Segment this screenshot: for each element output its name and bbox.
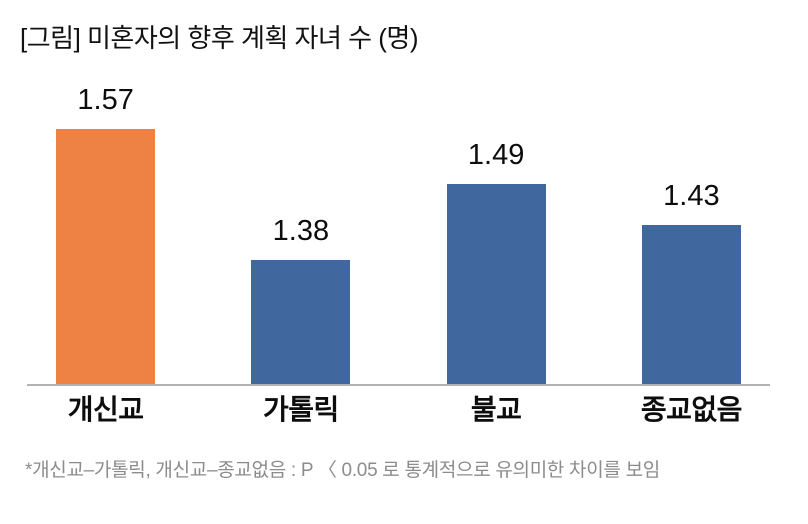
- bar: [446, 184, 546, 384]
- footnote: *개신교–가톨릭, 개신교–종교없음 : P 〈 0.05 로 통계적으로 유의…: [25, 460, 660, 481]
- category-label: 종교없음: [640, 394, 743, 425]
- category-label: 불교: [470, 394, 522, 425]
- bar: [56, 129, 156, 384]
- category-labels: 개신교 가톨릭 불교 종교없음: [8, 394, 789, 426]
- category-label: 가톨릭: [262, 394, 339, 425]
- bar: [641, 225, 741, 384]
- bar-column-2: 1.38: [203, 83, 398, 384]
- bar-column-3: 1.49: [399, 83, 594, 384]
- bar-value-label: 1.57: [77, 84, 134, 116]
- bar-column-1: 1.57: [8, 83, 203, 384]
- category-label: 개신교: [67, 394, 144, 425]
- bar-value-label: 1.43: [663, 180, 720, 212]
- bar-value-label: 1.49: [467, 139, 525, 171]
- x-axis-line: [27, 384, 770, 386]
- bar-value-label: 1.38: [272, 215, 330, 247]
- bar: [251, 260, 351, 384]
- bar-column-4: 1.43: [594, 83, 789, 384]
- bar-chart: 1.57 1.38 1.49 1.43: [8, 83, 789, 384]
- chart-title: [그림] 미혼자의 향후 계획 자녀 수 (명): [20, 23, 419, 53]
